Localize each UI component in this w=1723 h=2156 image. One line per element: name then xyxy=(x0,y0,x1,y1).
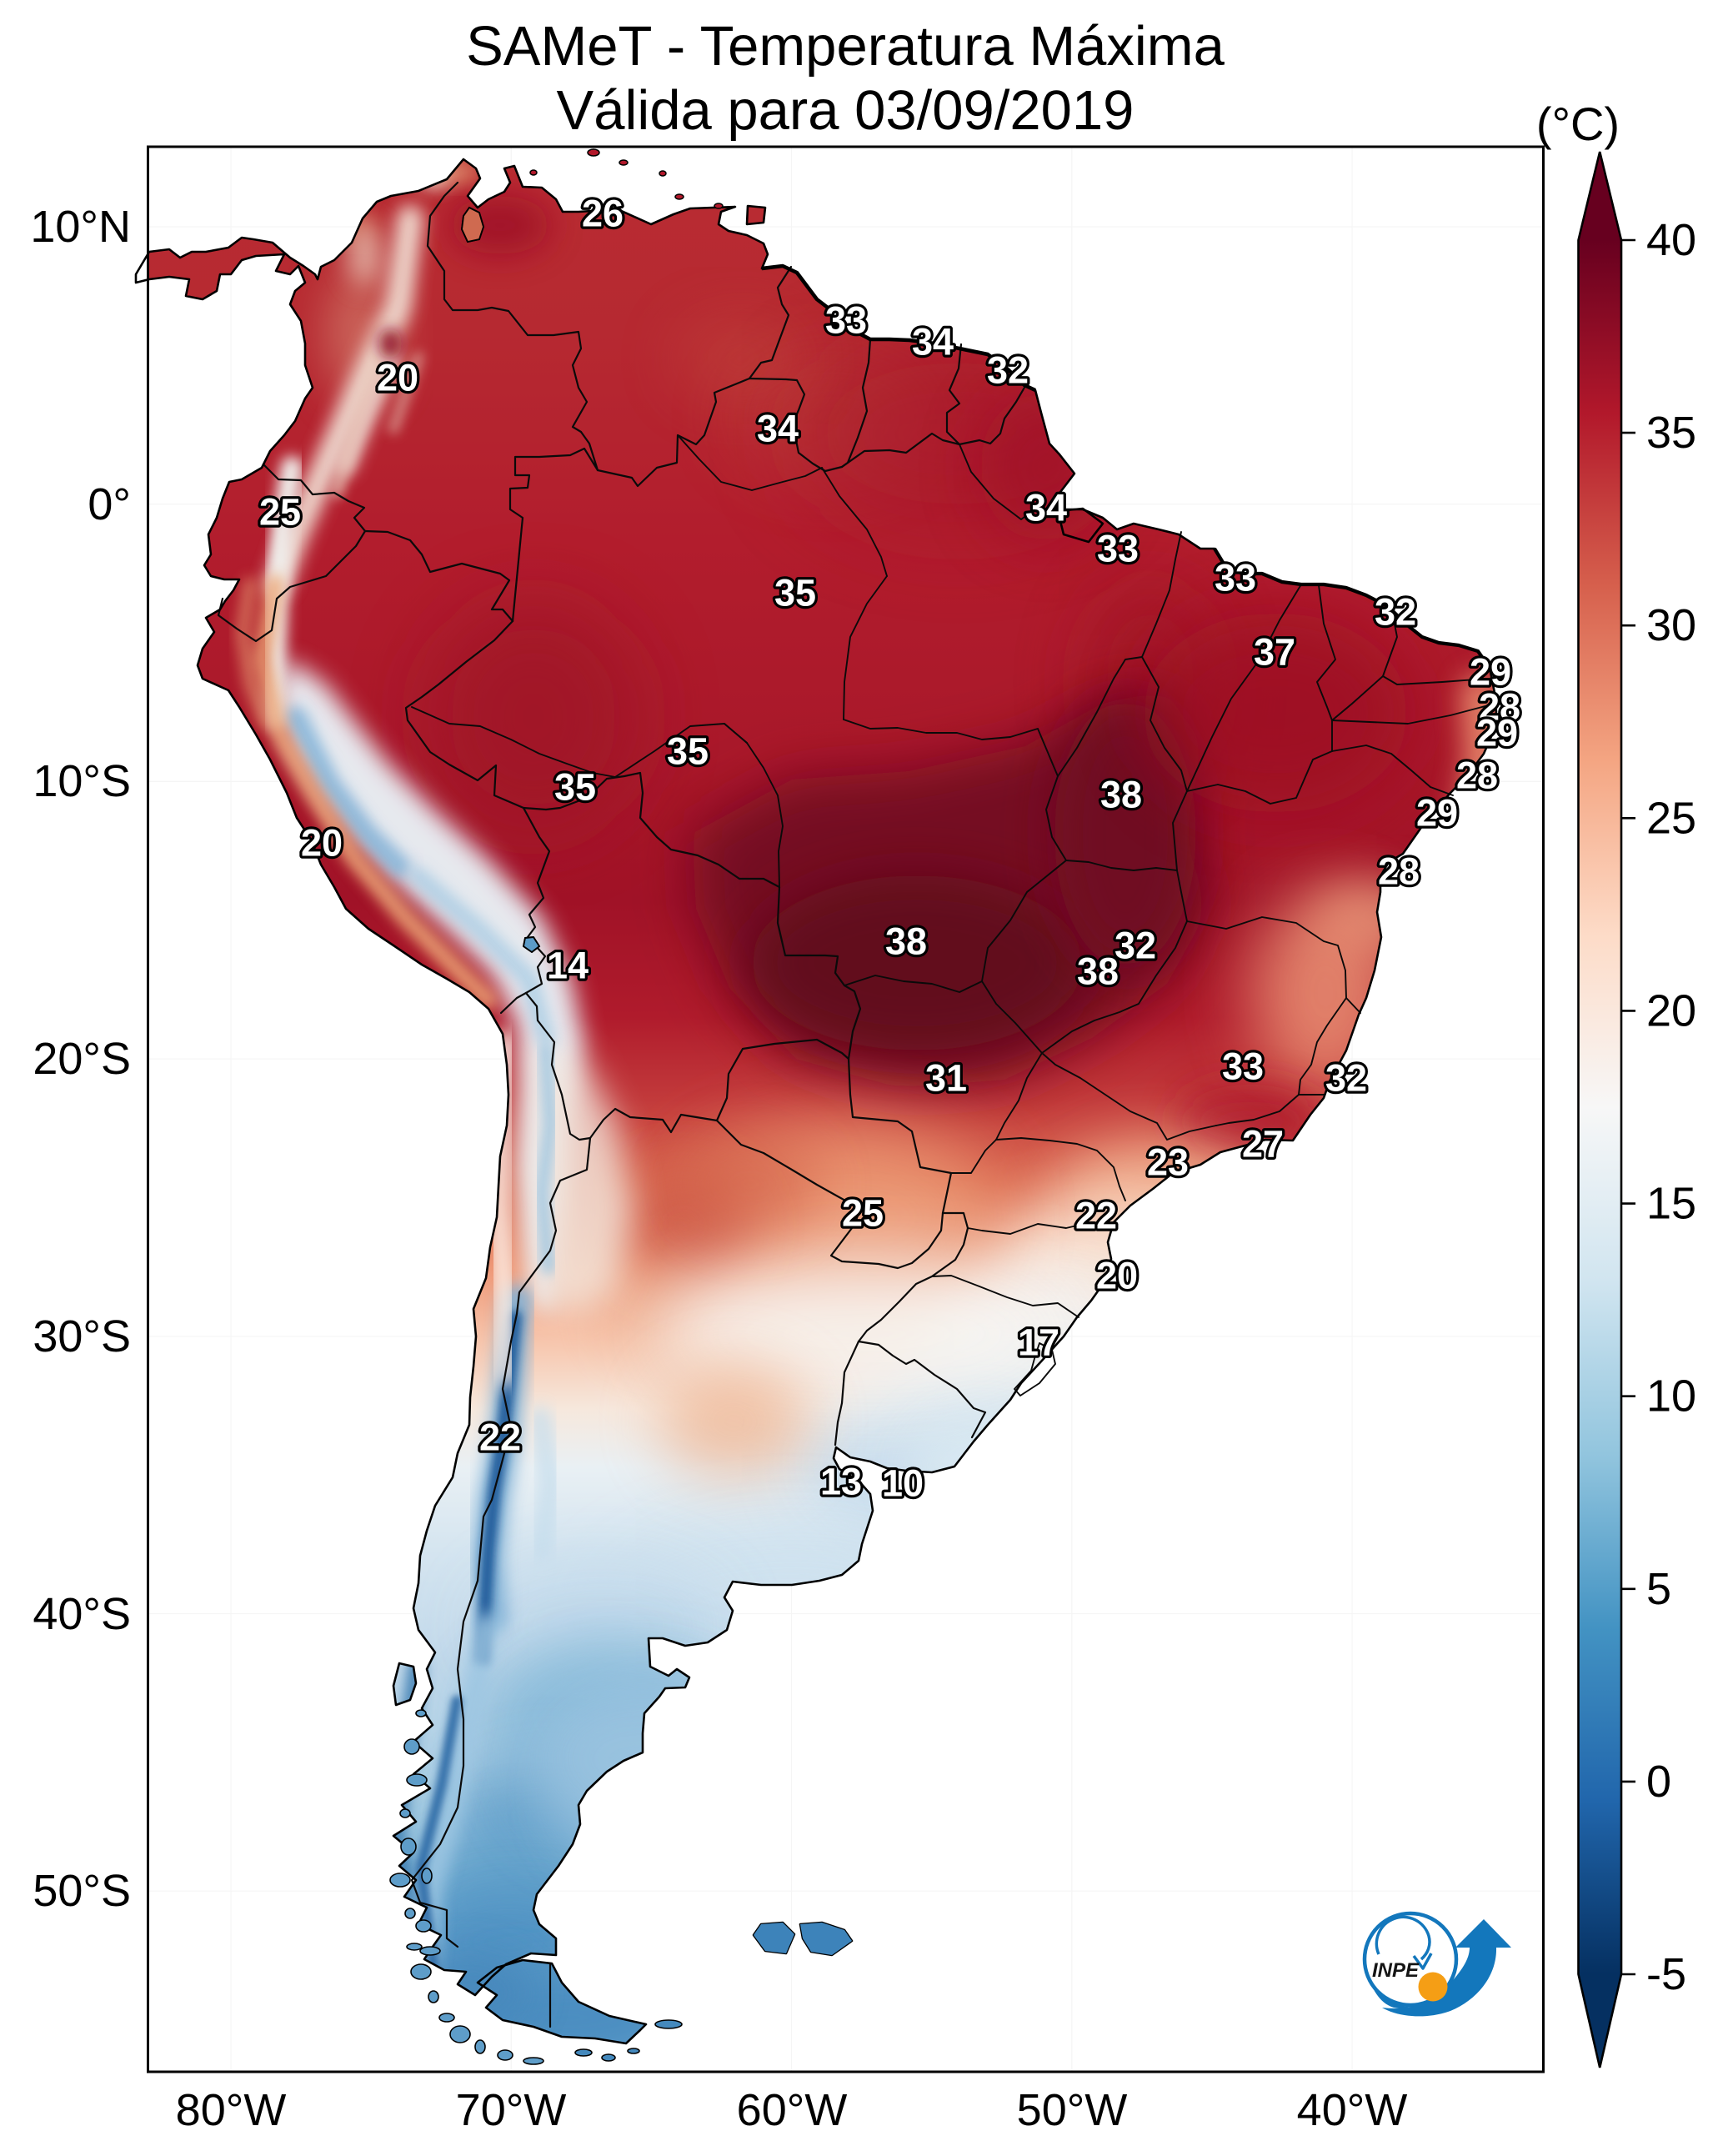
svg-text:40°S: 40°S xyxy=(33,1589,131,1639)
svg-text:30: 30 xyxy=(1646,600,1696,650)
svg-text:0°: 0° xyxy=(88,479,131,529)
svg-text:22: 22 xyxy=(1075,1195,1117,1237)
svg-text:33: 33 xyxy=(825,299,867,342)
svg-text:17: 17 xyxy=(1018,1321,1059,1364)
svg-text:80°W: 80°W xyxy=(176,2085,287,2135)
svg-text:29: 29 xyxy=(1416,792,1458,835)
svg-text:34: 34 xyxy=(912,321,954,364)
svg-text:25: 25 xyxy=(1646,793,1696,843)
svg-text:34: 34 xyxy=(757,408,799,450)
svg-text:33: 33 xyxy=(1097,528,1139,570)
svg-text:27: 27 xyxy=(1242,1123,1284,1166)
svg-text:20: 20 xyxy=(377,357,418,399)
svg-text:5: 5 xyxy=(1646,1564,1671,1614)
svg-text:26: 26 xyxy=(582,193,624,235)
svg-text:Válida para 03/09/2019: Válida para 03/09/2019 xyxy=(557,79,1134,142)
svg-text:50°S: 50°S xyxy=(33,1866,131,1916)
svg-text:0: 0 xyxy=(1646,1757,1671,1807)
svg-text:14: 14 xyxy=(547,945,589,987)
svg-text:-5: -5 xyxy=(1646,1949,1686,1999)
svg-text:33: 33 xyxy=(1222,1045,1264,1088)
svg-text:10°N: 10°N xyxy=(30,202,131,252)
svg-text:38: 38 xyxy=(885,920,927,963)
svg-text:25: 25 xyxy=(842,1192,884,1235)
svg-text:23: 23 xyxy=(1147,1141,1189,1184)
svg-text:35: 35 xyxy=(667,730,709,773)
svg-text:28: 28 xyxy=(1479,686,1520,729)
svg-text:60°W: 60°W xyxy=(737,2085,848,2135)
svg-text:35: 35 xyxy=(774,572,816,614)
svg-text:20: 20 xyxy=(1646,985,1696,1035)
svg-text:15: 15 xyxy=(1646,1179,1696,1229)
svg-text:22: 22 xyxy=(479,1416,521,1459)
svg-text:SAMeT - Temperatura Máxima: SAMeT - Temperatura Máxima xyxy=(466,15,1225,78)
svg-text:32: 32 xyxy=(1114,925,1156,967)
svg-text:38: 38 xyxy=(1100,774,1142,816)
svg-text:32: 32 xyxy=(1375,591,1416,634)
svg-text:37: 37 xyxy=(1254,631,1295,674)
svg-text:28: 28 xyxy=(1456,755,1498,797)
svg-text:30°S: 30°S xyxy=(33,1311,131,1361)
svg-text:38: 38 xyxy=(1077,950,1119,993)
svg-text:29: 29 xyxy=(1470,651,1511,694)
svg-text:28: 28 xyxy=(1378,850,1420,893)
svg-text:32: 32 xyxy=(987,349,1029,392)
svg-text:35: 35 xyxy=(1646,408,1696,458)
svg-text:40: 40 xyxy=(1646,215,1696,265)
svg-text:10: 10 xyxy=(882,1462,924,1505)
svg-text:INPE: INPE xyxy=(1372,1959,1420,1982)
svg-text:34: 34 xyxy=(1025,487,1067,529)
svg-text:20: 20 xyxy=(1096,1255,1138,1297)
svg-text:70°W: 70°W xyxy=(456,2085,567,2135)
svg-text:40°W: 40°W xyxy=(1297,2085,1408,2135)
svg-text:10: 10 xyxy=(1646,1371,1696,1421)
svg-text:32: 32 xyxy=(1325,1057,1367,1100)
svg-text:10°S: 10°S xyxy=(33,756,131,806)
svg-text:20: 20 xyxy=(301,822,343,865)
svg-text:25: 25 xyxy=(259,491,301,534)
svg-text:31: 31 xyxy=(925,1057,967,1100)
svg-text:50°W: 50°W xyxy=(1017,2085,1128,2135)
svg-text:13: 13 xyxy=(820,1461,862,1503)
svg-text:33: 33 xyxy=(1215,557,1256,599)
svg-text:(°C): (°C) xyxy=(1536,98,1620,150)
svg-text:29: 29 xyxy=(1476,712,1518,755)
svg-text:20°S: 20°S xyxy=(33,1034,131,1084)
svg-text:35: 35 xyxy=(554,766,596,809)
